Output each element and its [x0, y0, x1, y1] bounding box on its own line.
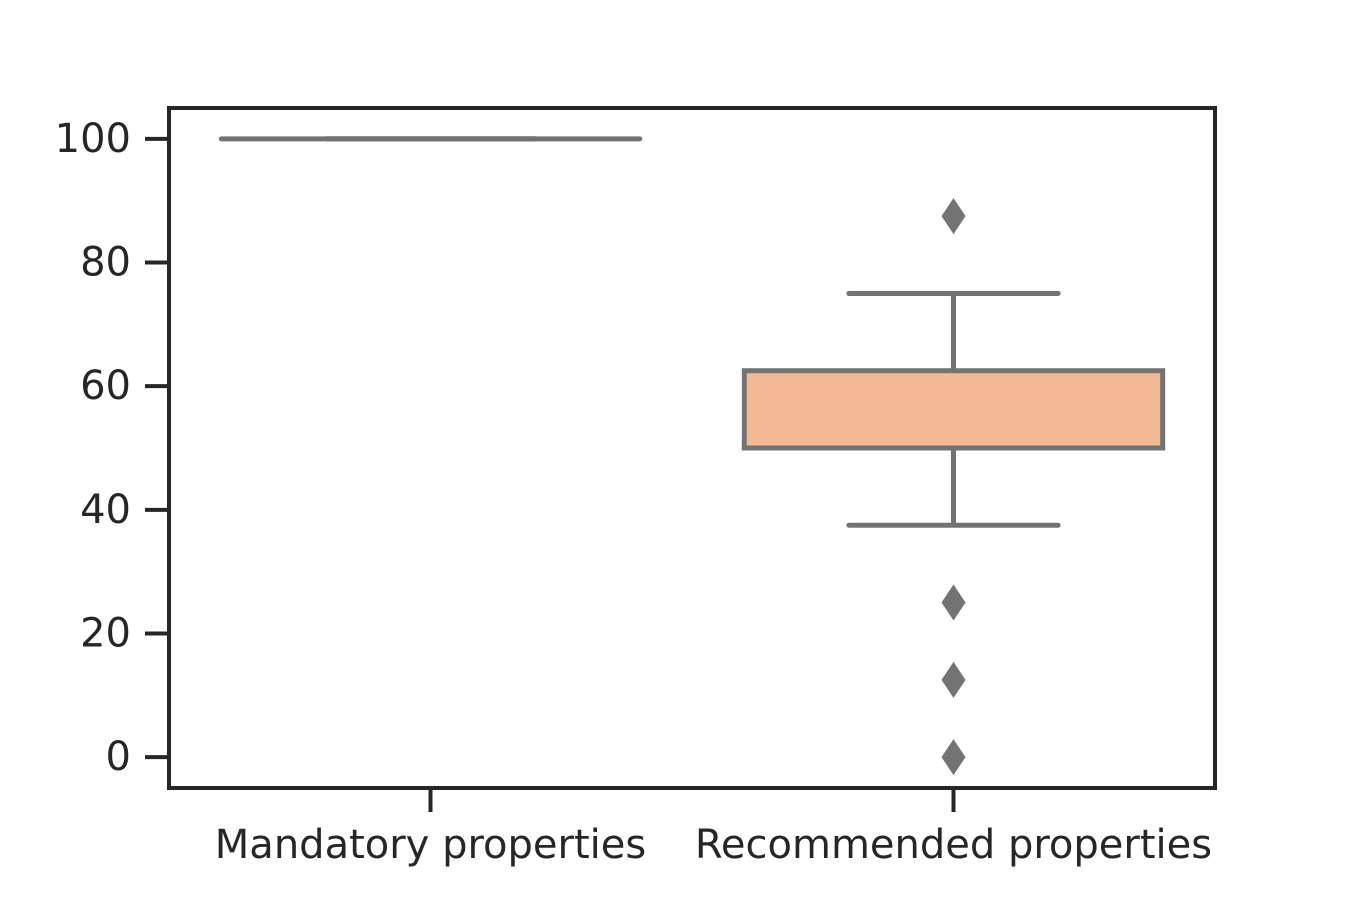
y-axis: 0 20 40 60 80 100 — [55, 116, 169, 780]
y-tick-label: 100 — [55, 116, 131, 162]
x-axis: Mandatory properties Recommended properti… — [215, 788, 1212, 868]
y-tick-label: 80 — [80, 240, 131, 286]
box-group-recommended — [741, 198, 1166, 776]
y-tick-label: 20 — [80, 610, 131, 656]
plot-marks — [218, 136, 1166, 776]
outlier-point — [941, 584, 966, 621]
y-tick-label: 60 — [80, 363, 131, 409]
outlier-point — [941, 198, 966, 235]
y-tick-label: 0 — [106, 734, 131, 780]
outlier-point — [941, 739, 966, 776]
y-tick-label: 40 — [80, 487, 131, 533]
box-iqr — [741, 368, 1166, 451]
plot-frame — [167, 106, 1217, 790]
outlier-point — [941, 661, 966, 698]
x-tick-label: Mandatory properties — [215, 822, 646, 868]
x-tick-label: Recommended properties — [695, 822, 1212, 868]
